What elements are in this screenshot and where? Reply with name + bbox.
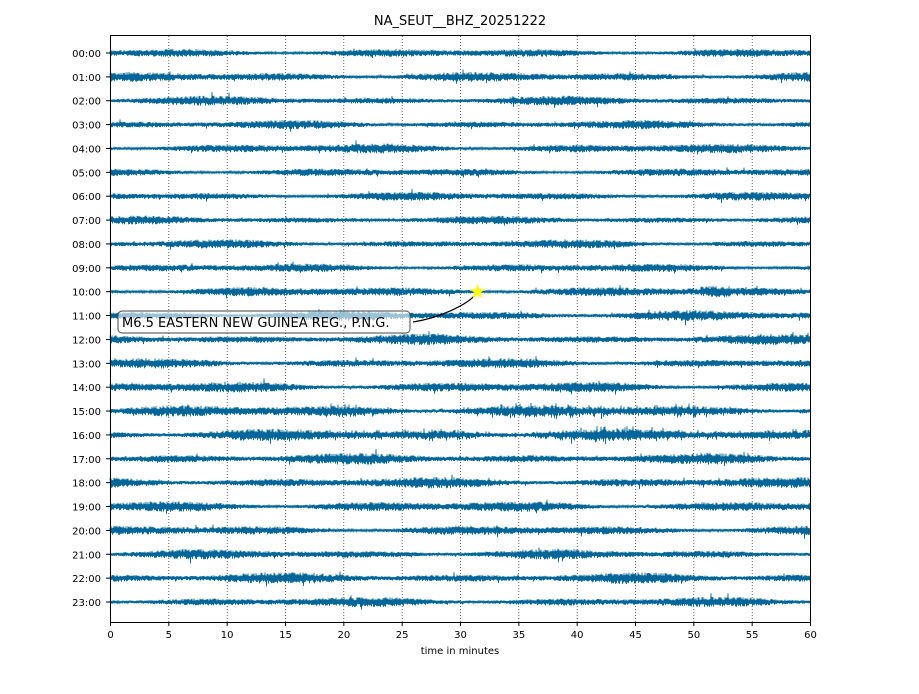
trace-row-1500 [109, 402, 811, 420]
trace-row-0800 [109, 239, 811, 250]
y-tick-label: 16:00 [72, 431, 101, 442]
trace-row-1700 [109, 448, 811, 467]
event-annotation: M6.5 EASTERN NEW GUINEA REG., P.N.G. [117, 283, 486, 334]
x-axis-label: time in minutes [421, 646, 500, 657]
trace-row-0200 [109, 91, 811, 108]
y-tick-label: 03:00 [72, 121, 101, 132]
trace-row-2200 [109, 571, 811, 587]
chart-title: NA_SEUT__BHZ_20251222 [374, 14, 546, 29]
y-tick-label: 04:00 [72, 144, 101, 155]
trace-row-0900 [109, 261, 811, 274]
trace-row-1400 [109, 378, 811, 395]
trace-row-0500 [109, 167, 811, 178]
event-label: M6.5 EASTERN NEW GUINEA REG., P.N.G. [122, 316, 389, 331]
x-tick-label: 10 [221, 630, 234, 641]
y-tick-label: 19:00 [72, 503, 101, 514]
annotation-arrow [412, 296, 474, 323]
x-tick-label: 50 [687, 630, 700, 641]
y-tick-label: 05:00 [72, 168, 101, 179]
y-tick-label: 18:00 [72, 479, 101, 490]
y-tick-label: 23:00 [72, 598, 101, 609]
y-tick-label: 00:00 [72, 49, 101, 60]
x-tick-label: 5 [166, 630, 172, 641]
trace-row-2100 [109, 547, 811, 564]
x-tick-label: 25 [396, 630, 409, 641]
x-axis: 0 5 10 15 20 25 30 35 40 45 50 55 60 [107, 622, 817, 641]
y-tick-label: 14:00 [72, 383, 101, 394]
y-tick-label: 22:00 [72, 574, 101, 585]
y-tick-label: 15:00 [72, 407, 101, 418]
trace-row-1900 [109, 499, 811, 514]
x-tick-label: 30 [454, 630, 467, 641]
y-tick-label: 17:00 [72, 455, 101, 466]
y-axis: 00:00 01:00 02:00 03:00 04:00 05:00 06:00 07:00… [72, 49, 110, 609]
trace-row-2300 [109, 593, 811, 610]
y-tick-label: 11:00 [72, 312, 101, 323]
trace-row-1300 [109, 356, 811, 369]
trace-row-0400 [109, 140, 811, 155]
x-tick-label: 60 [804, 630, 817, 641]
x-tick-label: 45 [629, 630, 642, 641]
event-star-icon [469, 283, 486, 299]
trace-row-1200 [109, 331, 811, 346]
y-tick-label: 12:00 [72, 335, 101, 346]
trace-row-0000 [109, 48, 811, 59]
y-tick-label: 08:00 [72, 240, 101, 251]
y-tick-label: 13:00 [72, 359, 101, 370]
x-tick-label: 15 [279, 630, 292, 641]
annotation-box [117, 310, 411, 334]
x-tick-label: 0 [107, 630, 113, 641]
trace-row-1600 [109, 425, 811, 445]
y-tick-label: 10:00 [72, 288, 101, 299]
trace-row-1800 [109, 474, 811, 490]
x-tick-label: 35 [512, 630, 525, 641]
trace-row-0700 [109, 215, 811, 226]
y-tick-label: 21:00 [72, 550, 101, 561]
trace-row-2000 [109, 524, 811, 539]
trace-row-0300 [109, 119, 811, 132]
x-tick-label: 20 [337, 630, 350, 641]
y-tick-label: 02:00 [72, 97, 101, 108]
y-tick-label: 20:00 [72, 526, 101, 537]
y-tick-label: 09:00 [72, 264, 101, 275]
trace-row-1000 [109, 284, 811, 299]
y-tick-label: 07:00 [72, 216, 101, 227]
y-tick-label: 01:00 [72, 73, 101, 84]
y-tick-label: 06:00 [72, 192, 101, 203]
x-tick-label: 55 [746, 630, 759, 641]
trace-row-0100 [109, 69, 811, 84]
x-tick-label: 40 [571, 630, 584, 641]
trace-row-0600 [109, 188, 811, 204]
